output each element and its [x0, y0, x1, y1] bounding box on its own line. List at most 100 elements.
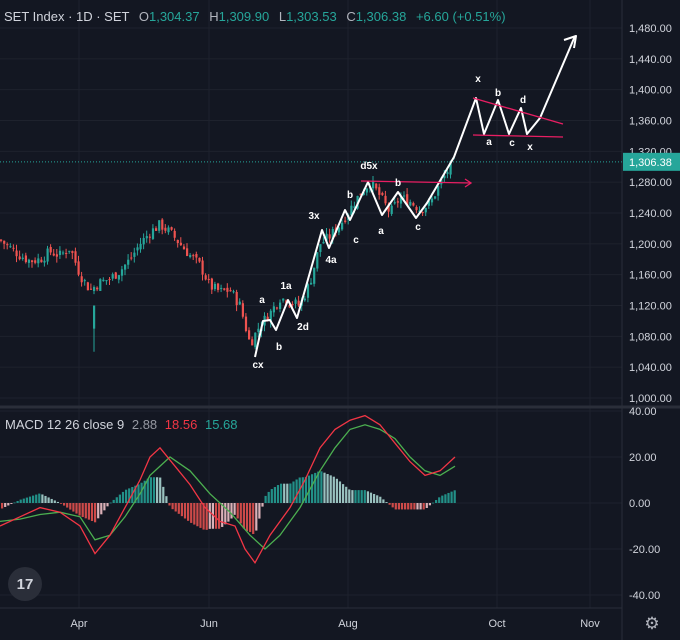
macd-histogram-bar — [431, 502, 435, 504]
macd-histogram-bar — [326, 474, 329, 503]
wave-label: b — [347, 190, 353, 201]
macd-histogram-bar — [453, 490, 456, 503]
macd-histogram-bar — [422, 503, 425, 510]
macd-histogram-bar — [177, 503, 180, 514]
candle-body — [393, 202, 396, 204]
macd-tick-label: 20.00 — [629, 452, 657, 464]
macd-histogram-bar — [286, 483, 289, 503]
candle-body — [102, 279, 105, 282]
macd-histogram-bar — [224, 503, 227, 525]
macd-histogram-bar — [66, 503, 69, 508]
macd-histogram-bar — [1, 503, 4, 509]
low-label: L — [278, 9, 287, 24]
macd-histogram-bar — [19, 499, 22, 503]
macd-histogram-bar — [410, 503, 413, 510]
candle-body — [9, 246, 12, 248]
candle-body — [341, 222, 344, 230]
candle-body — [186, 248, 189, 256]
macd-histogram-bar — [438, 497, 441, 503]
candle-body — [350, 205, 353, 216]
wave-path — [254, 35, 576, 358]
macd-histogram-bar — [156, 477, 159, 503]
candle-body — [387, 204, 390, 212]
triangle-upper-line — [472, 97, 564, 125]
candle-body — [142, 238, 145, 245]
wave-label: c — [509, 138, 515, 149]
change-value: +6.60 (+0.51%) — [415, 9, 506, 24]
gear-icon[interactable]: ⚙ — [644, 614, 660, 633]
macd-histogram-bar — [13, 502, 16, 504]
macd-histogram-bar — [252, 503, 255, 534]
macd-histogram-bar — [16, 500, 19, 503]
candle-body — [229, 290, 232, 292]
candle-body — [179, 242, 182, 246]
macd-histogram-bar — [134, 485, 137, 503]
macd-line — [0, 414, 456, 565]
resistance-line — [360, 180, 472, 184]
open-value: 1,304.37 — [148, 9, 200, 24]
macd-histogram-bar — [317, 471, 320, 503]
candle-body — [306, 284, 310, 298]
candle-body — [198, 257, 201, 262]
candle-body — [322, 241, 325, 244]
candle-body — [325, 233, 328, 241]
macd-histogram-bar — [444, 494, 447, 503]
candle-body — [427, 200, 430, 206]
macd-name: MACD 12 26 close 9 — [5, 417, 125, 432]
symbol-title[interactable]: SET Index · 1D · SET — [4, 9, 130, 24]
macd-histogram-bar — [450, 491, 453, 503]
wave-label: x — [527, 142, 533, 153]
price-tick-label: 1,240.00 — [629, 208, 672, 220]
macd-histogram-bar — [348, 489, 351, 503]
wave-label: b — [495, 88, 501, 99]
candle-body — [446, 172, 449, 174]
macd-histogram-bar — [121, 491, 125, 503]
candle-body — [210, 278, 213, 290]
candle-body — [114, 272, 117, 279]
candle-body — [328, 234, 331, 239]
macd-histogram-bar — [59, 503, 63, 504]
candle-body — [232, 291, 235, 293]
candle-body — [46, 248, 49, 262]
macd-histogram-bar — [301, 477, 304, 503]
candle-body — [83, 280, 86, 282]
macd-histogram-bar — [25, 497, 28, 503]
candle-body — [381, 193, 384, 195]
candle-body — [272, 306, 275, 313]
candle-body — [6, 244, 9, 246]
candle-body — [288, 305, 291, 307]
macd-histogram-bar — [369, 492, 373, 503]
candle-body — [359, 193, 362, 196]
macd-histogram-bar — [314, 472, 317, 503]
candle-body — [204, 275, 207, 280]
macd-histogram-bar — [187, 503, 190, 521]
macd-histogram-bar — [338, 481, 342, 503]
candle-body — [362, 192, 365, 195]
macd-histogram-bar — [261, 503, 264, 507]
macd-histogram-bar — [193, 503, 196, 525]
price-tick-label: 1,480.00 — [629, 23, 672, 35]
tradingview-logo-icon[interactable]: 17 — [8, 567, 42, 601]
candle-body — [182, 246, 186, 250]
candle-body — [372, 181, 375, 189]
macd-histogram-bar — [100, 503, 103, 515]
macd-histogram-bar — [22, 498, 25, 503]
macd-histogram-bar — [351, 490, 354, 503]
candle-body — [409, 201, 412, 206]
candle-body — [365, 188, 368, 193]
macd-histogram-bar — [382, 499, 385, 503]
macd-histogram-bar — [404, 503, 407, 510]
wave-label: a — [486, 137, 492, 148]
macd-histogram-bar — [249, 503, 252, 532]
candle-body — [437, 186, 440, 196]
macd-histogram-bar — [137, 484, 140, 503]
macd-legend[interactable]: MACD 12 26 close 9 2.88 18.56 15.68 — [5, 417, 238, 432]
macd-histogram-bar — [376, 495, 379, 503]
macd-histogram-bar — [128, 488, 131, 503]
candle-body — [108, 279, 111, 281]
candle-body — [96, 287, 99, 290]
macd-histogram-bar — [345, 486, 348, 503]
candle-body — [93, 305, 96, 329]
